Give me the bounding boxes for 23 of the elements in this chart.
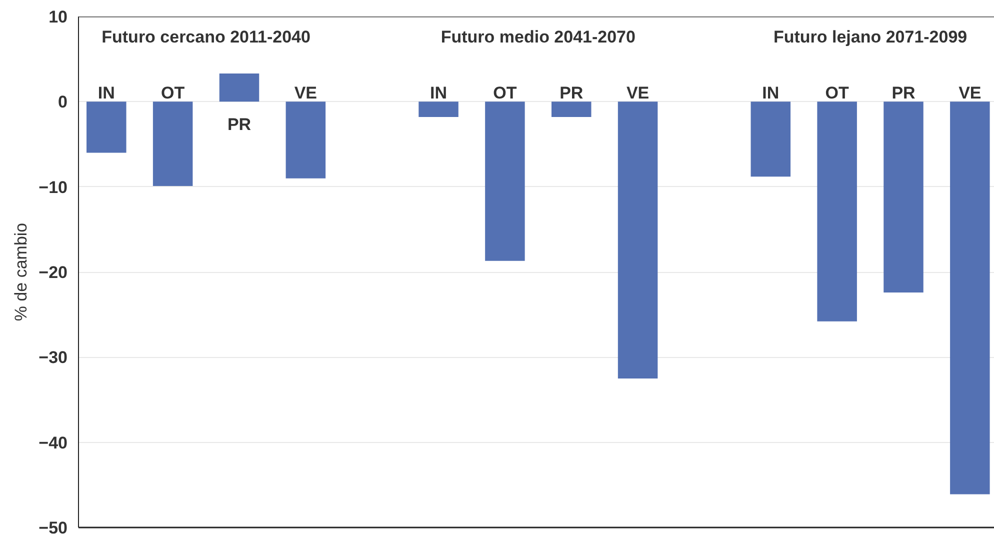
y-tick-label: −50	[38, 518, 68, 538]
x-tick-label: OT	[825, 84, 850, 103]
x-tick-label: VE	[958, 84, 982, 103]
x-tick-label: PR	[892, 84, 916, 103]
annotation: Futuro medio 2041-2070	[440, 27, 636, 46]
x-tick-label: IN	[430, 84, 448, 103]
y-tick-label: −20	[38, 263, 68, 282]
y-tick-label: −30	[38, 348, 68, 368]
x-tick-label: PR	[227, 115, 252, 134]
y-tick-label: 10	[48, 8, 68, 26]
x-tick-label: PR	[560, 84, 584, 103]
x-tick-label: OT	[493, 84, 518, 103]
annotation: Futuro cercano 2011-2040	[102, 27, 310, 46]
y-tick-label: −10	[38, 178, 68, 197]
x-tick-label: IN	[762, 84, 780, 103]
y-axis-title: % de cambio	[12, 222, 31, 322]
y-tick-label: 0	[58, 92, 68, 112]
annotation: Futuro lejano 2071-2099	[773, 27, 968, 46]
x-tick-label: OT	[161, 84, 186, 103]
x-tick-label: VE	[294, 84, 318, 103]
y-tick-label: −40	[38, 433, 68, 452]
x-tick-label: IN	[98, 84, 115, 103]
x-tick-label: VE	[626, 84, 650, 103]
